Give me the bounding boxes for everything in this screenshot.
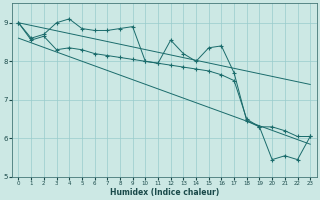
X-axis label: Humidex (Indice chaleur): Humidex (Indice chaleur) [110,188,219,197]
